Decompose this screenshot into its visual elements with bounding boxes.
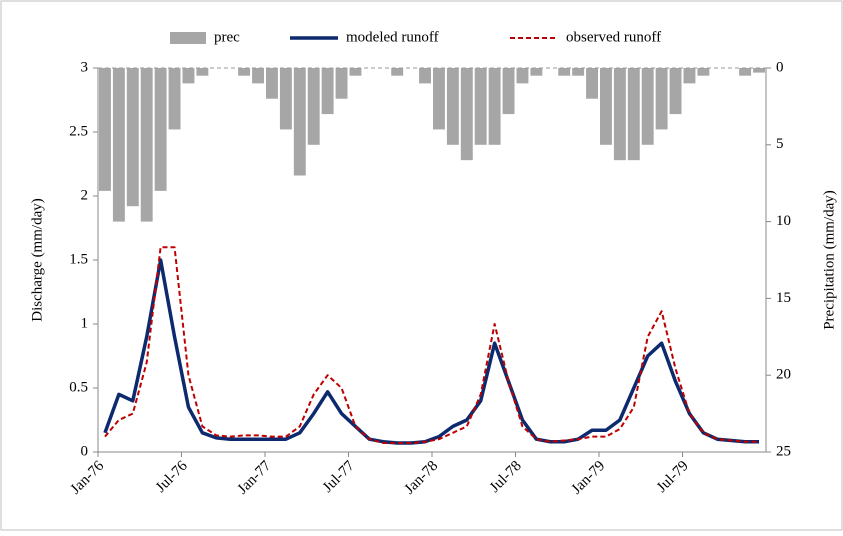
precip-bar xyxy=(641,68,654,145)
precip-bar xyxy=(460,68,473,161)
precip-bar xyxy=(586,68,598,99)
observed-line xyxy=(104,246,760,445)
precip-bar xyxy=(168,68,181,130)
legend-label: observed runoff xyxy=(566,29,661,45)
precip-bar xyxy=(252,68,264,84)
y-tick-label: 2 xyxy=(81,187,89,203)
y2-tick-label: 10 xyxy=(776,213,791,229)
precip-bar xyxy=(488,68,501,145)
precip-bar xyxy=(502,68,515,115)
y-axis-label: Discharge (mm/day) xyxy=(29,198,45,321)
precip-bar xyxy=(307,68,320,145)
precip-bar xyxy=(154,68,167,191)
precip-bar xyxy=(613,68,626,161)
precip-bar xyxy=(446,68,459,145)
precip-bar xyxy=(112,68,125,222)
y-tick-label: 3 xyxy=(81,59,89,75)
modeled-line xyxy=(103,258,760,445)
y2-tick-label: 5 xyxy=(776,136,784,152)
y-tick-label: 1.5 xyxy=(69,251,88,267)
precip-bar xyxy=(321,68,334,115)
precip-bar xyxy=(474,68,487,145)
precip-bar xyxy=(516,68,529,84)
precip-bar xyxy=(669,68,682,115)
precip-bar xyxy=(753,68,765,73)
precip-bar xyxy=(99,68,111,191)
precip-bar xyxy=(419,68,431,84)
precip-bar xyxy=(293,68,306,176)
precip-bar xyxy=(572,68,585,76)
precip-bar xyxy=(600,68,612,145)
legend-label: modeled runoff xyxy=(346,29,439,45)
precip-bar xyxy=(530,68,543,76)
y-tick-label: 1 xyxy=(81,315,89,331)
precip-bar xyxy=(683,68,696,84)
y-tick-label: 2.5 xyxy=(69,123,88,139)
precip-bar xyxy=(238,68,251,76)
y-tick-label: 0.5 xyxy=(69,379,88,395)
precip-bar xyxy=(627,68,640,161)
y2-tick-label: 0 xyxy=(776,59,784,75)
y2-tick-label: 15 xyxy=(776,290,791,306)
precip-bar xyxy=(266,68,278,99)
precip-bar xyxy=(433,68,445,130)
precip-bar xyxy=(697,68,710,76)
y2-tick-label: 20 xyxy=(776,367,791,383)
precip-bar xyxy=(182,68,195,84)
precip-bar xyxy=(126,68,139,207)
precip-bar xyxy=(335,68,348,99)
legend-label: prec xyxy=(214,29,240,45)
precip-bar xyxy=(391,68,404,76)
y2-tick-label: 25 xyxy=(776,443,791,459)
precip-bar xyxy=(558,68,571,76)
precip-bar xyxy=(655,68,668,130)
precip-bar xyxy=(349,68,362,76)
precip-bar xyxy=(140,68,153,222)
precip-bar xyxy=(279,68,292,130)
precip-bar xyxy=(196,68,209,76)
y2-axis-label: Precipitation (mm/day) xyxy=(821,190,837,330)
legend-swatch xyxy=(170,32,206,44)
precip-bar xyxy=(739,68,752,76)
y-tick-label: 0 xyxy=(81,443,89,459)
